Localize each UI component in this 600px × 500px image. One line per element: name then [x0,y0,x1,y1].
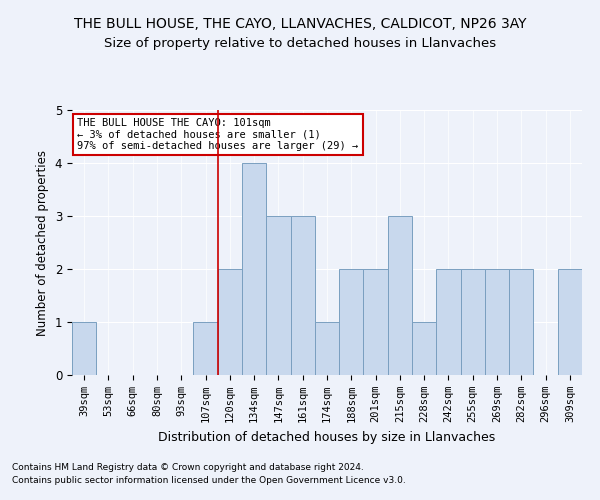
Bar [266,216,290,375]
Bar [412,322,436,375]
Bar [193,322,218,375]
Bar [558,269,582,375]
Bar [485,269,509,375]
Bar [290,216,315,375]
Bar [218,269,242,375]
Text: THE BULL HOUSE, THE CAYO, LLANVACHES, CALDICOT, NP26 3AY: THE BULL HOUSE, THE CAYO, LLANVACHES, CA… [74,18,526,32]
Bar [339,269,364,375]
Text: Size of property relative to detached houses in Llanvaches: Size of property relative to detached ho… [104,38,496,51]
Bar [242,163,266,375]
X-axis label: Distribution of detached houses by size in Llanvaches: Distribution of detached houses by size … [158,430,496,444]
Bar [364,269,388,375]
Bar [315,322,339,375]
Bar [461,269,485,375]
Bar [72,322,96,375]
Y-axis label: Number of detached properties: Number of detached properties [36,150,49,336]
Text: THE BULL HOUSE THE CAYO: 101sqm
← 3% of detached houses are smaller (1)
97% of s: THE BULL HOUSE THE CAYO: 101sqm ← 3% of … [77,118,358,151]
Text: Contains public sector information licensed under the Open Government Licence v3: Contains public sector information licen… [12,476,406,485]
Bar [509,269,533,375]
Text: Contains HM Land Registry data © Crown copyright and database right 2024.: Contains HM Land Registry data © Crown c… [12,464,364,472]
Bar [436,269,461,375]
Bar [388,216,412,375]
